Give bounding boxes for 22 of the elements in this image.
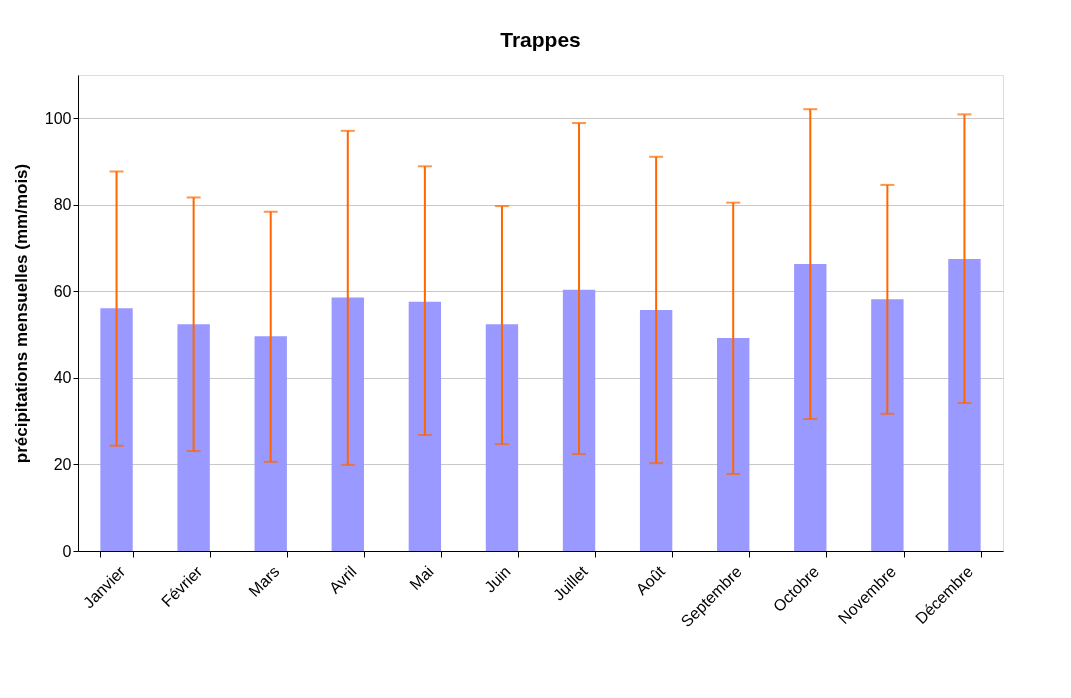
bar (408, 301, 442, 551)
x-tick-label: Juin (480, 562, 514, 596)
y-tick-label: 40 (53, 369, 72, 387)
x-tick-label: Mai (406, 562, 437, 594)
bar (485, 324, 519, 551)
y-axis-title: précipitations mensuelles (mm/mois) (11, 163, 31, 464)
bar (331, 297, 364, 551)
y-tick-label: 0 (62, 542, 72, 560)
bar (562, 289, 596, 551)
y-tick-label: 100 (44, 109, 72, 127)
bar (100, 308, 133, 551)
bar (254, 336, 287, 551)
chart-title: Trappes (500, 28, 581, 51)
bar (639, 309, 673, 551)
bar (871, 299, 904, 551)
y-tick-label: 80 (53, 196, 72, 214)
bar (717, 338, 750, 551)
y-tick-label: 20 (53, 455, 72, 473)
bar (177, 324, 210, 551)
y-tick-label: 60 (53, 282, 72, 300)
bar (794, 264, 827, 551)
bar (948, 258, 981, 551)
